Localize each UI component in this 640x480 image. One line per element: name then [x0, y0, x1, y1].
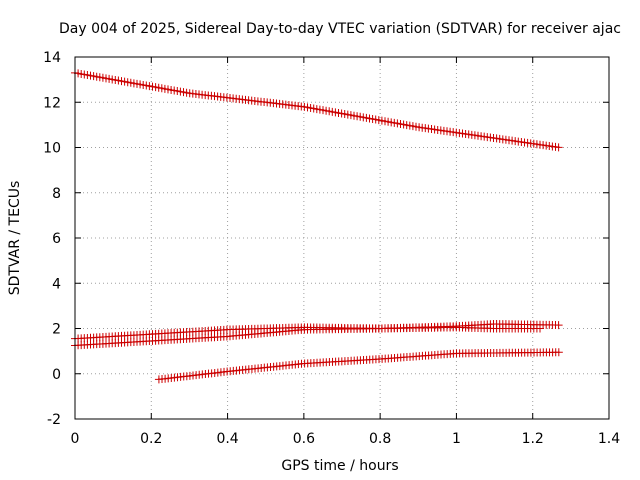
series-4	[154, 348, 563, 384]
data-point	[554, 321, 563, 330]
y-tick-label: 2	[52, 322, 61, 338]
series-3	[71, 323, 544, 350]
data-point	[554, 143, 563, 152]
plot-data	[71, 68, 563, 384]
x-tick-label: 1	[452, 431, 461, 447]
x-tick-label: 1.2	[522, 431, 544, 447]
y-axis-label: SDTVAR / TECUs	[7, 181, 23, 296]
x-tick-label: 0.6	[293, 431, 315, 447]
y-tick-label: 12	[43, 95, 61, 111]
data-point	[554, 348, 563, 357]
y-tick-label: 6	[52, 231, 61, 247]
axes: 0 0.2 0.4 0.6 0.8 1 1.2 1.4 -2 0 2 4 6 8 10 12 14	[43, 50, 620, 447]
x-tick-label: 0.8	[369, 431, 391, 447]
x-tick-label: 0	[71, 431, 80, 447]
y-tick-label: -2	[47, 412, 61, 428]
data-point	[536, 324, 544, 333]
y-tick-label: 10	[43, 141, 61, 157]
x-axis-label: GPS time / hours	[281, 458, 398, 474]
y-tick-label: 8	[52, 186, 61, 202]
series-1	[71, 68, 563, 152]
y-tick-label: 4	[52, 276, 61, 292]
y-tick-label: 14	[43, 50, 61, 66]
y-tick-label: 0	[52, 367, 61, 383]
x-tick-label: 1.4	[598, 431, 620, 447]
chart-title: Day 004 of 2025, Sidereal Day-to-day VTE…	[59, 21, 621, 37]
x-tick-label: 0.4	[216, 431, 238, 447]
x-tick-label: 0.2	[140, 431, 162, 447]
